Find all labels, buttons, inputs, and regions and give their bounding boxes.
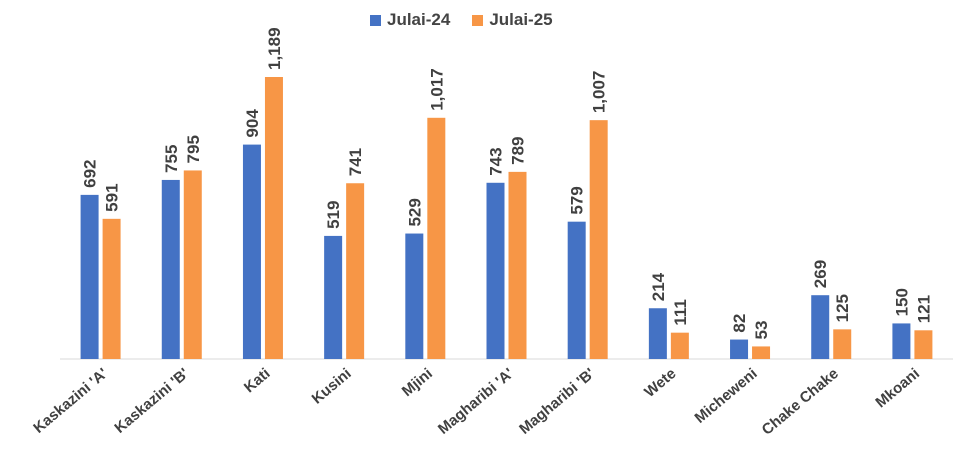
data-label-1-2: 755 bbox=[162, 145, 181, 173]
data-label-2-11: 121 bbox=[914, 295, 933, 323]
x-tick-label-5: Mjini bbox=[399, 365, 436, 400]
data-label-2-3: 1,189 bbox=[265, 27, 284, 70]
x-tick-label-7: Magharibi 'B' bbox=[516, 365, 598, 438]
bar-1-7 bbox=[568, 222, 586, 359]
x-tick-label-3: Kati bbox=[241, 365, 274, 396]
data-label-1-11: 150 bbox=[892, 288, 911, 316]
data-label-1-7: 579 bbox=[568, 186, 587, 214]
x-tick-label-11: Mkoani bbox=[872, 365, 923, 411]
bar-1-8 bbox=[649, 308, 667, 359]
bar-2-5 bbox=[427, 118, 445, 359]
data-label-2-10: 125 bbox=[833, 294, 852, 322]
bar-1-3 bbox=[243, 145, 261, 359]
x-tick-label-9: Micheweni bbox=[692, 365, 761, 427]
x-tick-label-6: Magharibi 'A' bbox=[435, 365, 517, 438]
bar-2-7 bbox=[590, 120, 608, 359]
data-label-1-8: 214 bbox=[649, 272, 668, 301]
data-label-2-6: 789 bbox=[509, 136, 528, 164]
data-label-1-3: 904 bbox=[243, 109, 262, 138]
bar-2-10 bbox=[833, 329, 851, 359]
bar-2-1 bbox=[103, 219, 121, 359]
bar-2-8 bbox=[671, 333, 689, 359]
data-label-2-1: 591 bbox=[103, 183, 122, 211]
data-label-2-7: 1,007 bbox=[590, 71, 609, 114]
x-tick-label-8: Wete bbox=[641, 365, 679, 401]
data-label-1-5: 529 bbox=[405, 198, 424, 226]
bar-2-11 bbox=[914, 330, 932, 359]
x-tick-label-10: Chake Chake bbox=[759, 365, 842, 439]
x-tick-label-1: Kaskazini 'A' bbox=[30, 365, 111, 437]
bar-1-5 bbox=[405, 234, 423, 359]
bar-1-6 bbox=[487, 183, 505, 359]
data-label-1-6: 743 bbox=[487, 147, 506, 175]
data-label-2-8: 111 bbox=[671, 299, 690, 326]
bar-1-4 bbox=[324, 236, 342, 359]
data-label-2-9: 53 bbox=[752, 321, 771, 340]
bar-2-4 bbox=[346, 183, 364, 359]
bar-2-2 bbox=[184, 170, 202, 359]
bar-1-11 bbox=[892, 323, 910, 359]
data-label-2-5: 1,017 bbox=[427, 68, 446, 111]
data-label-1-1: 692 bbox=[81, 160, 100, 188]
bar-1-1 bbox=[81, 195, 99, 359]
bar-2-9 bbox=[752, 346, 770, 359]
x-tick-label-4: Kusini bbox=[309, 365, 355, 407]
bar-1-2 bbox=[162, 180, 180, 359]
x-tick-label-2: Kaskazini 'B' bbox=[111, 365, 192, 437]
data-label-1-9: 82 bbox=[730, 314, 749, 333]
bar-2-3 bbox=[265, 77, 283, 359]
bar-1-9 bbox=[730, 340, 748, 359]
data-label-2-2: 795 bbox=[184, 135, 203, 163]
data-label-1-4: 519 bbox=[324, 201, 343, 229]
bar-2-6 bbox=[509, 172, 527, 359]
data-label-2-4: 741 bbox=[346, 148, 365, 176]
data-label-1-10: 269 bbox=[811, 260, 830, 288]
bar-1-10 bbox=[811, 295, 829, 359]
